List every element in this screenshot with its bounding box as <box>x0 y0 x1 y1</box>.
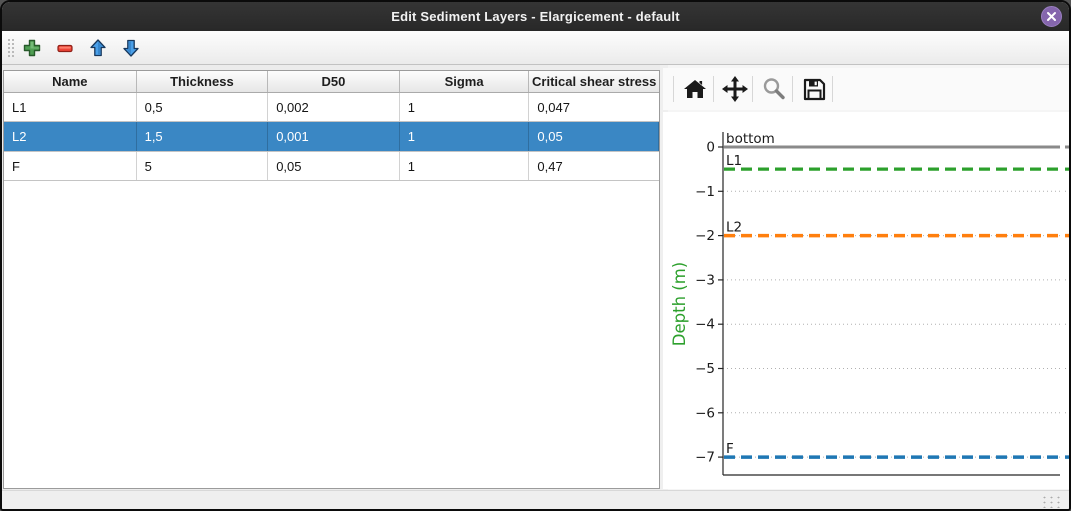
window-title: Edit Sediment Layers - Elargicement - de… <box>391 9 680 24</box>
move-layer-down-button[interactable] <box>118 35 144 61</box>
minus-icon <box>57 44 73 53</box>
y-tick-label: −2 <box>695 228 715 244</box>
y-tick-label: −1 <box>695 184 715 200</box>
y-tick-label: −6 <box>695 405 715 421</box>
y-tick-label: −4 <box>695 317 715 333</box>
table-cell[interactable]: 0,001 <box>268 122 400 151</box>
resize-grip-icon[interactable] <box>1041 495 1061 508</box>
status-bar <box>2 490 1069 509</box>
arrow-down-icon <box>123 39 139 57</box>
sediment-layers-table: Name Thickness D50 Sigma Critical shear stre… <box>3 70 660 489</box>
table-header-row: Name Thickness D50 Sigma Critical shear stre… <box>4 71 659 93</box>
plus-icon <box>23 39 41 57</box>
toolbar-separator <box>792 76 793 102</box>
move-layer-up-button[interactable] <box>85 35 111 61</box>
depth-plot-figure[interactable]: 0 −1 −2 −3 −4 −5 −6 −7 bottom L1 L2 F Depth (m) <box>663 112 1069 489</box>
table-cell[interactable]: L1 <box>4 93 137 121</box>
y-tick-label: 0 <box>706 140 715 156</box>
table-cell[interactable]: 0,5 <box>137 93 269 121</box>
table-cell[interactable]: 1,5 <box>137 122 269 151</box>
table-cell[interactable]: 0,047 <box>537 99 570 115</box>
column-header[interactable]: Thickness <box>137 71 269 92</box>
chart-panel: 0 −1 −2 −3 −4 −5 −6 −7 bottom L1 L2 F Depth (m) <box>663 65 1069 490</box>
table-cell[interactable]: 1 <box>400 93 530 121</box>
table-cell[interactable]: 5 <box>137 152 269 180</box>
depth-chart: 0 −1 −2 −3 −4 −5 −6 −7 bottom L1 L2 F Depth (m) <box>670 131 1069 476</box>
toolbar-separator <box>752 76 753 102</box>
column-header[interactable]: D50 <box>268 71 400 92</box>
remove-layer-button[interactable] <box>52 35 78 61</box>
move-arrows-icon <box>722 76 748 102</box>
y-tick-label: −3 <box>695 272 715 288</box>
floppy-disk-icon <box>803 78 826 101</box>
table-cell[interactable]: 0,002 <box>268 93 400 121</box>
toolbar-drag-handle[interactable] <box>7 38 16 59</box>
toolbar-separator <box>673 76 674 102</box>
magnifier-icon <box>763 78 785 100</box>
table-row[interactable]: L1 0,5 0,002 1 0,047 <box>4 93 659 122</box>
table-cell[interactable]: 0,05 <box>529 122 659 151</box>
column-header[interactable]: Sigma <box>400 71 530 92</box>
table-cell[interactable]: 1 <box>400 152 530 180</box>
arrow-up-icon <box>90 39 106 57</box>
table-cell[interactable]: F <box>4 152 137 180</box>
zoom-button[interactable] <box>758 73 790 105</box>
column-header[interactable]: Name <box>4 71 137 92</box>
home-icon <box>684 80 706 98</box>
layer-line-label: L2 <box>726 220 742 236</box>
plot-toolbar <box>663 68 1069 110</box>
save-button[interactable] <box>798 73 830 105</box>
layer-line-label: F <box>726 441 734 457</box>
layer-line-label: L1 <box>726 153 742 169</box>
y-axis-label: Depth (m) <box>670 262 689 346</box>
table-row[interactable]: L2 1,5 0,001 1 0,05 <box>4 122 659 152</box>
table-cell[interactable]: 0,05 <box>268 152 400 180</box>
y-tick-label: −5 <box>695 361 715 377</box>
column-header[interactable]: Critical shear stress <box>532 74 657 89</box>
close-icon <box>1047 12 1056 21</box>
table-cell[interactable]: 0,47 <box>537 158 563 174</box>
close-button[interactable] <box>1041 6 1062 27</box>
home-button[interactable] <box>679 73 711 105</box>
table-cell[interactable]: L2 <box>4 122 137 151</box>
layer-toolbar <box>2 31 1069 65</box>
title-bar[interactable]: Edit Sediment Layers - Elargicement - de… <box>2 2 1069 31</box>
table-cell[interactable]: 1 <box>400 122 530 151</box>
toolbar-separator <box>713 76 714 102</box>
y-tick-label: −7 <box>695 450 715 466</box>
table-body: L1 0,5 0,002 1 0,047 L2 1,5 0,001 1 0,05 F 5 0,05 1 0,… <box>4 93 659 181</box>
pan-button[interactable] <box>719 73 751 105</box>
layer-line-label: bottom <box>726 131 775 147</box>
add-layer-button[interactable] <box>19 35 45 61</box>
table-row[interactable]: F 5 0,05 1 0,47 <box>4 152 659 181</box>
toolbar-separator <box>832 76 833 102</box>
